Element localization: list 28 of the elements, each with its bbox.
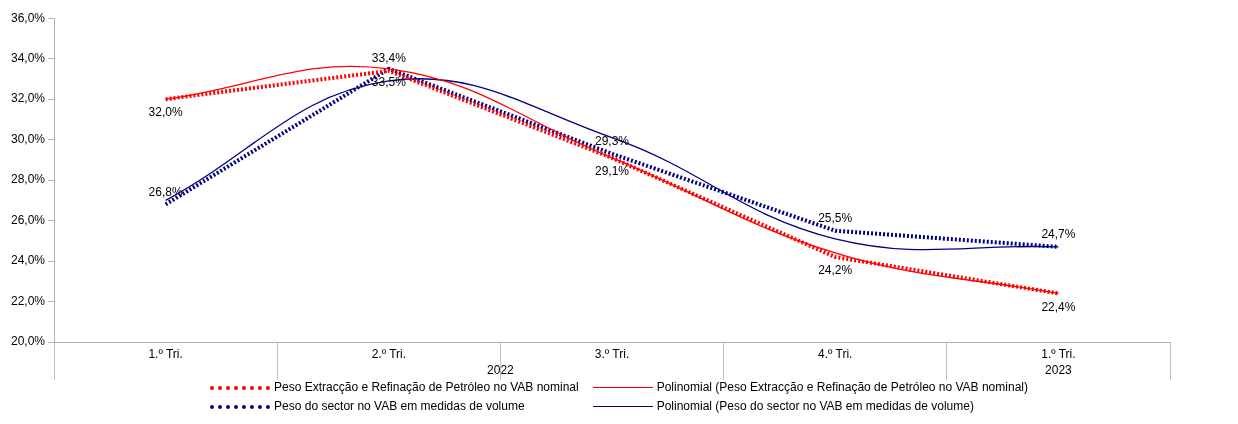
y-tick-label: 30,0% — [10, 131, 46, 146]
x-tick-label: 1.º Tri. — [1041, 347, 1076, 362]
x-tick-label: 2.º Tri. — [371, 347, 407, 362]
data-label: 32,0% — [148, 105, 183, 120]
legend-label: Peso do sector no VAB em medidas de volume — [274, 399, 525, 414]
y-tick-label: 34,0% — [10, 50, 46, 65]
legend-label: Polinomial (Peso Extracção e Refinação de Petróleo no VAB nominal) — [656, 380, 1028, 395]
data-label: 29,1% — [595, 164, 630, 179]
text: 2022 — [487, 363, 515, 378]
y-tick-label: 36,0% — [10, 10, 46, 25]
legend-label: Peso Extracção e Refinação de Petróleo no VAB nominal — [274, 380, 579, 395]
data-label: 26,8% — [148, 184, 183, 199]
y-tick-label: 20,0% — [10, 334, 46, 349]
y-tick-label: 32,0% — [10, 91, 46, 106]
legend-label: Polinomial (Peso do sector no VAB em medidas de volume) — [656, 399, 974, 414]
data-label: 22,4% — [1041, 299, 1076, 314]
data-label: 25,5% — [818, 211, 853, 226]
y-tick-label: 24,0% — [10, 253, 46, 268]
x-tick-label: 1.º Tri. — [148, 347, 183, 362]
y-tick-label: 28,0% — [10, 172, 46, 187]
x-tick-label: 3.º Tri. — [594, 347, 630, 362]
x-tick-label: 4.º Tri. — [818, 347, 853, 362]
y-tick-label: 22,0% — [10, 293, 46, 308]
data-label: 24,7% — [1041, 227, 1076, 242]
text: 2023 — [1045, 363, 1073, 378]
data-label: 33,4% — [371, 51, 407, 66]
y-tick-label: 26,0% — [10, 212, 46, 227]
data-label: 24,2% — [818, 263, 853, 278]
